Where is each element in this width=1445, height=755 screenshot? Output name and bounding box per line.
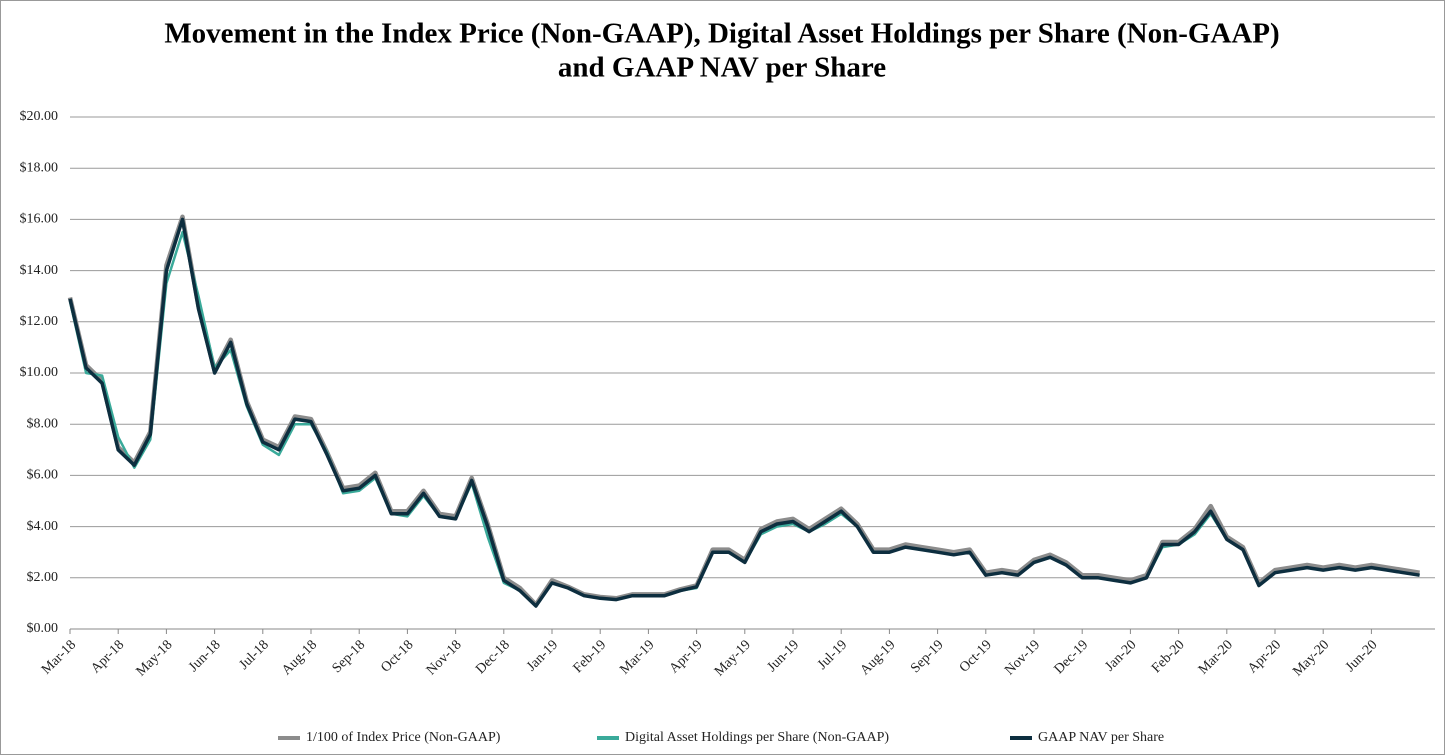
series-line [68,217,1420,608]
y-tick-label: $2.00 [27,570,59,585]
legend-label: Digital Asset Holdings per Share (Non-GA… [625,730,889,745]
y-tick-label: $4.00 [27,519,59,534]
y-tick-label: $0.00 [27,621,59,636]
chart-title: and GAAP NAV per Share [558,52,886,84]
y-tick-label: $14.00 [20,263,59,278]
chart-title: Movement in the Index Price (Non-GAAP), … [164,18,1279,50]
y-tick-label: $18.00 [20,160,59,175]
y-tick-label: $20.00 [20,109,59,124]
y-tick-label: $12.00 [20,314,59,329]
y-tick-label: $16.00 [20,212,59,227]
y-tick-label: $8.00 [27,416,59,431]
legend-label: GAAP NAV per Share [1038,730,1164,745]
legend-label: 1/100 of Index Price (Non-GAAP) [306,730,501,745]
y-tick-label: $6.00 [27,468,59,483]
y-tick-label: $10.00 [20,365,59,380]
